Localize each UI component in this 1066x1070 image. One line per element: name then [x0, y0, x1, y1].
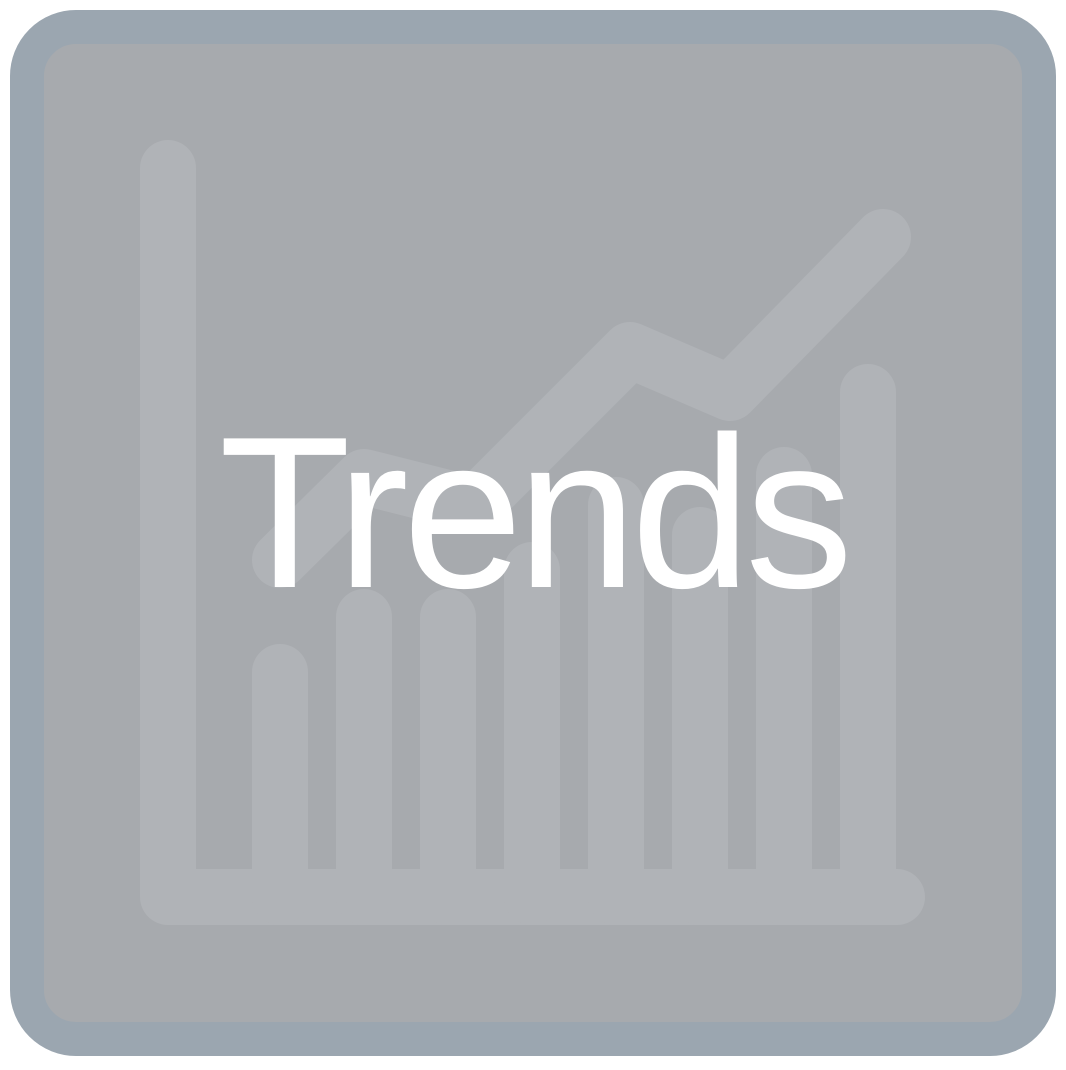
- chart-axis: [140, 140, 925, 925]
- tile-label: Trends: [218, 391, 853, 633]
- chart-trend-line: [252, 209, 911, 588]
